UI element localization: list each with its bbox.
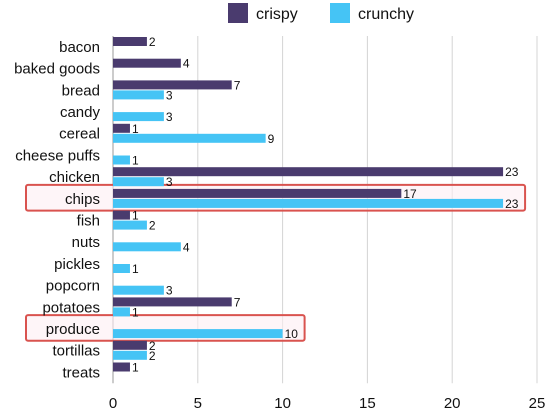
x-tick-label-10: 10 [274, 395, 291, 412]
value-label-crunchy-tortillas: 2 [149, 349, 156, 363]
value-label-crunchy-potatoes: 1 [132, 305, 139, 319]
bar-crispy-bacon [113, 37, 147, 46]
category-labels: bacon baked goods bread candy cereal cheese p… [14, 39, 100, 382]
category-label-fish: fish [77, 212, 100, 229]
value-label-crispy-bread: 7 [234, 78, 241, 92]
category-label-produce: produce [46, 321, 100, 338]
bar-crunchy-chicken [113, 177, 164, 187]
value-label-crispy-fish: 1 [132, 209, 139, 223]
bar-crunchy-bread [113, 90, 164, 100]
bars [113, 37, 504, 372]
x-tick-label-5: 5 [194, 395, 202, 412]
bar-crunchy-potatoes [113, 307, 130, 317]
x-tick-label-15: 15 [359, 395, 376, 412]
bar-crispy-baked-goods [113, 58, 181, 68]
category-label-cereal: cereal [59, 126, 100, 143]
category-label-bread: bread [62, 82, 100, 99]
value-label-crispy-potatoes: 7 [234, 295, 241, 309]
bar-crispy-tortillas [113, 340, 147, 350]
highlight-boxes [25, 183, 527, 342]
bar-crunchy-chips [113, 198, 504, 208]
value-label-crispy-chicken: 23 [505, 165, 519, 179]
bar-crunchy-candy [113, 112, 164, 122]
category-label-bacon: bacon [59, 39, 100, 56]
category-label-tortillas: tortillas [52, 343, 100, 360]
legend-label-crunchy: crunchy [358, 6, 414, 23]
bar-crunchy-produce [113, 329, 283, 339]
category-label-popcorn: popcorn [46, 278, 100, 295]
value-label-crispy-chips: 17 [403, 187, 417, 201]
category-label-nuts: nuts [72, 234, 100, 251]
category-label-potatoes: potatoes [42, 299, 100, 316]
value-label-crunchy-cheese-puffs: 1 [132, 154, 139, 168]
bar-crunchy-cereal [113, 133, 266, 143]
category-label-candy: candy [60, 104, 101, 121]
category-label-pickles: pickles [54, 256, 100, 273]
value-label-crunchy-candy: 3 [166, 110, 173, 124]
bar-crispy-cereal [113, 123, 130, 133]
bar-crunchy-tortillas [113, 350, 147, 360]
value-label-crunchy-cereal: 9 [268, 132, 275, 146]
value-label-crispy-treats: 1 [132, 361, 139, 375]
value-label-crispy-bacon: 2 [149, 35, 156, 49]
category-label-chips: chips [65, 191, 100, 208]
value-label-crunchy-chips: 23 [505, 197, 519, 211]
value-label-crunchy-nuts: 4 [183, 240, 190, 254]
value-label-crunchy-pickles: 1 [132, 262, 139, 276]
x-tick-label-25: 25 [529, 395, 546, 412]
value-label-crispy-tortillas: 2 [149, 339, 156, 353]
bar-crispy-chicken [113, 167, 504, 177]
bar-crunchy-nuts [113, 242, 181, 252]
x-tick-label-0: 0 [109, 395, 117, 412]
bar-crispy-potatoes [113, 297, 232, 307]
x-tick-labels: 0 5 10 15 20 25 [109, 395, 546, 412]
bar-crunchy-cheese-puffs [113, 155, 130, 165]
category-label-chicken: chicken [49, 169, 100, 186]
bar-crunchy-pickles [113, 264, 130, 273]
legend-swatch-crunchy [330, 3, 350, 23]
bar-crispy-bread [113, 80, 232, 90]
value-label-crispy-cereal: 1 [132, 122, 139, 136]
value-label-crunchy-bread: 3 [166, 88, 173, 102]
value-label-crunchy-chicken: 3 [166, 175, 173, 189]
legend-label-crispy: crispy [256, 6, 298, 23]
bar-crispy-fish [113, 210, 130, 220]
bar-crispy-treats [113, 362, 130, 372]
bar-crispy-chips [113, 188, 402, 198]
x-tick-label-20: 20 [444, 395, 461, 412]
category-label-cheese-puffs: cheese puffs [15, 147, 100, 164]
category-label-baked-goods: baked goods [14, 61, 100, 78]
value-label-crunchy-fish: 2 [149, 219, 156, 233]
value-label-crunchy-produce: 10 [285, 327, 299, 341]
category-label-treats: treats [62, 364, 100, 381]
value-label-crunchy-popcorn: 3 [166, 284, 173, 298]
bar-crunchy-fish [113, 220, 147, 230]
legend: crispy crunchy [228, 3, 414, 23]
legend-swatch-crispy [228, 3, 248, 23]
value-label-crispy-baked-goods: 4 [183, 57, 190, 71]
bar-crunchy-popcorn [113, 285, 164, 295]
